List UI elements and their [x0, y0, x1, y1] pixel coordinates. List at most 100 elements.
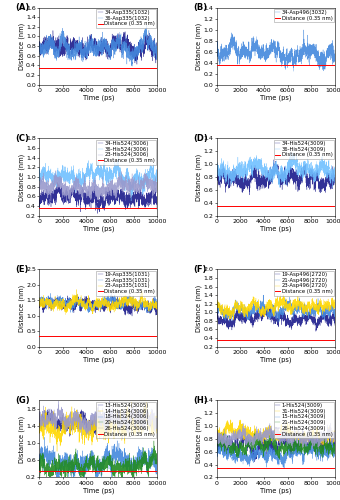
21-His524(3009): [329, 444, 334, 450]
1-His524(3009): [301, 426, 305, 432]
18-His524(3006): [55, 481, 59, 487]
26-His524(3006): [56, 398, 61, 404]
14-His524(3006): [37, 428, 41, 434]
36-His524(3006): [152, 180, 156, 186]
Y-axis label: Distance (nm): Distance (nm): [18, 416, 24, 463]
36-His524(3006): [116, 151, 120, 157]
34-Asp335(1032): [37, 38, 41, 44]
21-Asp335(1031): [37, 300, 41, 306]
18-His524(3006): [155, 460, 159, 466]
21-Asp496(2720): [269, 315, 273, 321]
23-Asp335(1031): [63, 312, 67, 318]
19-Asp335(1031): [91, 299, 96, 305]
14-His524(3006): [152, 420, 156, 426]
34-Asp335(1032): [91, 46, 96, 52]
Distance (0.35 nm): [37, 64, 41, 70]
34-His524(3006): [43, 198, 47, 203]
36-His524(3006): [91, 177, 96, 183]
21-Asp496(2720): [221, 309, 225, 315]
13-His524(3005): [91, 429, 96, 435]
Legend: 19-Asp496(2720), 21-Asp496(2720), 23-Asp496(2720), Distance (0.35 nm): 19-Asp496(2720), 21-Asp496(2720), 23-Asp…: [274, 270, 334, 295]
Line: 14-His524(3006): 14-His524(3006): [39, 402, 157, 452]
19-Asp496(2720): [329, 322, 334, 328]
36-His524(3009): [333, 174, 337, 180]
36-His524(3006): [37, 172, 41, 177]
26-His524(3009): [329, 430, 334, 436]
34-Asp496(3032): [272, 45, 276, 51]
36-His524(3006): [155, 176, 159, 182]
14-His524(3006): [55, 448, 59, 454]
23-His524(3006): [155, 183, 159, 189]
36-His524(3006): [43, 174, 47, 180]
18-His524(3006): [43, 450, 47, 456]
26-His524(3009): [333, 432, 337, 438]
21-Asp335(1031): [130, 297, 134, 303]
Distance (0.35 nm): [37, 468, 41, 474]
34-His524(3009): [329, 179, 334, 185]
34-His524(3009): [221, 170, 225, 175]
21-His524(3009): [215, 436, 219, 442]
23-Asp496(2720): [329, 298, 334, 304]
13-His524(3005): [130, 416, 134, 422]
14-His524(3006): [152, 420, 156, 426]
15-His524(3009): [269, 452, 273, 458]
26-His524(3006): [95, 414, 99, 420]
Line: 34-Asp335(1032): 34-Asp335(1032): [39, 30, 157, 64]
19-Asp335(1031): [37, 304, 41, 310]
13-His524(3005): [95, 418, 99, 424]
1-His524(3009): [269, 438, 273, 444]
34-Asp335(1032): [152, 48, 156, 54]
19-Asp335(1031): [130, 304, 134, 310]
X-axis label: Time (ps): Time (ps): [83, 94, 114, 100]
Line: 31-His524(3009): 31-His524(3009): [217, 420, 335, 453]
34-His524(3006): [155, 208, 159, 214]
23-Asp496(2720): [329, 300, 334, 306]
Distance (0.35 nm): [215, 203, 219, 209]
14-His524(3006): [155, 421, 159, 427]
23-Asp335(1031): [37, 300, 41, 306]
34-Asp496(3032): [329, 56, 334, 62]
34-His524(3009): [215, 169, 219, 175]
23-His524(3006): [152, 186, 156, 192]
34-His524(3009): [329, 177, 334, 183]
15-His524(3009): [330, 436, 334, 442]
Y-axis label: Distance (nm): Distance (nm): [195, 154, 202, 200]
23-His524(3006): [91, 179, 96, 185]
Line: 21-Asp496(2720): 21-Asp496(2720): [217, 295, 335, 322]
13-His524(3005): [143, 404, 147, 410]
Distance (0.35 nm): [215, 62, 219, 68]
36-His524(3009): [221, 163, 225, 169]
1-His524(3009): [329, 440, 334, 446]
19-Asp335(1031): [110, 293, 115, 299]
Distance (0.35 nm): [215, 465, 219, 471]
X-axis label: Time (ps): Time (ps): [83, 225, 114, 232]
26-His524(3009): [308, 438, 312, 444]
31-His524(3009): [333, 430, 337, 436]
19-Asp496(2720): [329, 320, 334, 326]
19-Asp335(1031): [152, 300, 156, 306]
21-His524(3009): [277, 456, 282, 462]
19-Asp496(2720): [269, 311, 273, 317]
X-axis label: Time (ps): Time (ps): [83, 356, 114, 362]
13-His524(3005): [37, 425, 41, 431]
34-Asp335(1032): [51, 28, 55, 34]
X-axis label: Time (ps): Time (ps): [260, 225, 291, 232]
26-His524(3009): [221, 435, 225, 441]
36-Asp335(1032): [152, 44, 156, 51]
36-His524(3006): [130, 190, 134, 196]
20-His524(3006): [152, 450, 156, 456]
34-His524(3006): [37, 196, 41, 202]
36-His524(3009): [272, 170, 276, 176]
21-His524(3009): [333, 448, 337, 454]
23-Asp496(2720): [215, 302, 219, 308]
19-Asp496(2720): [272, 317, 276, 323]
13-His524(3005): [120, 436, 124, 442]
19-Asp496(2720): [215, 313, 219, 319]
14-His524(3006): [95, 430, 99, 436]
15-His524(3009): [282, 466, 286, 471]
Legend: 13-His524(3005), 14-His524(3006), 18-His524(3006), 20-His524(3006), 26-His524(30: 13-His524(3005), 14-His524(3006), 18-His…: [96, 402, 156, 438]
23-Asp496(2720): [272, 302, 276, 308]
Text: (H): (H): [193, 396, 207, 405]
26-His524(3006): [91, 414, 96, 420]
Y-axis label: Distance (nm): Distance (nm): [18, 284, 24, 332]
